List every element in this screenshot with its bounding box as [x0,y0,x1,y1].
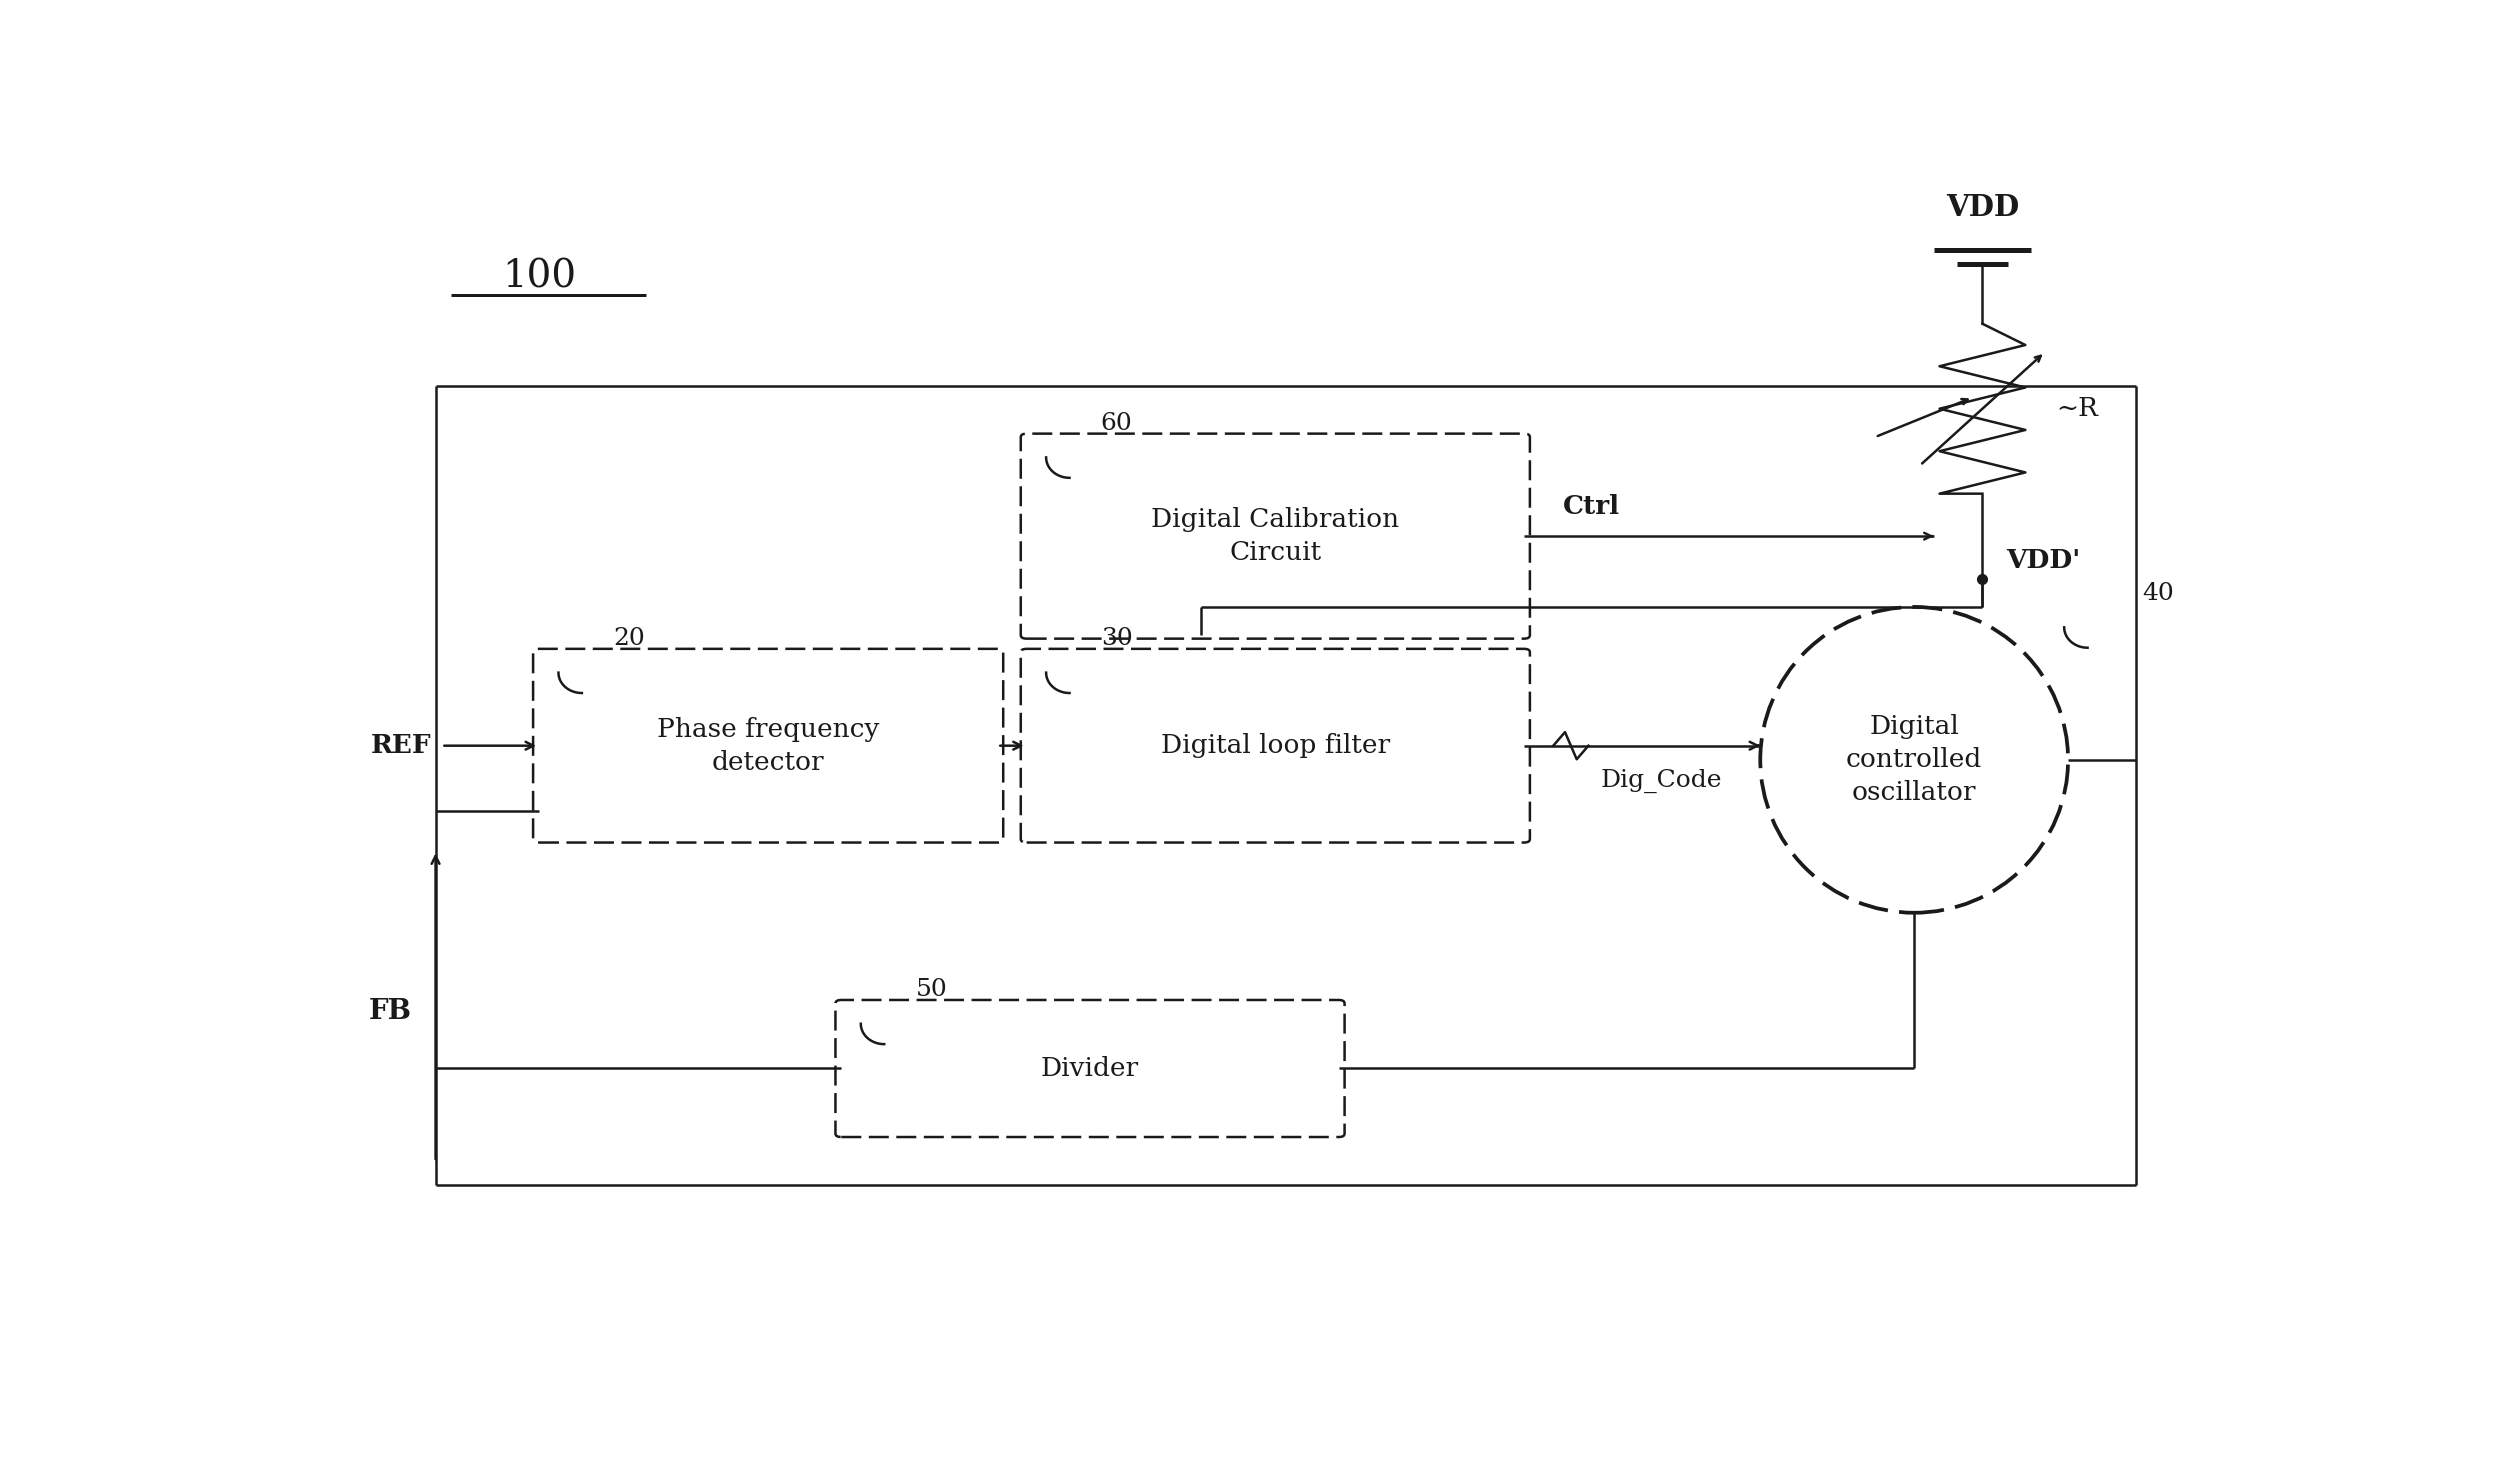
Text: Phase frequency
detector: Phase frequency detector [657,716,878,775]
FancyBboxPatch shape [1022,434,1530,638]
Text: 20: 20 [614,627,644,650]
Text: FB: FB [370,999,413,1025]
Text: 30: 30 [1100,627,1133,650]
Text: Dig_Code: Dig_Code [1601,768,1722,793]
FancyBboxPatch shape [534,649,1004,843]
Text: REF: REF [370,733,433,758]
Text: 100: 100 [501,259,576,296]
Text: ~R: ~R [2056,396,2099,421]
Ellipse shape [1759,608,2069,912]
Text: Digital
controlled
oscillator: Digital controlled oscillator [1845,715,1983,805]
FancyBboxPatch shape [1022,649,1530,843]
Text: 60: 60 [1100,412,1133,435]
Text: Digital loop filter: Digital loop filter [1160,733,1389,758]
Text: 50: 50 [916,978,946,1002]
Text: VDD: VDD [1946,193,2019,222]
Text: Divider: Divider [1042,1056,1140,1081]
Text: Digital Calibration
Circuit: Digital Calibration Circuit [1150,507,1399,565]
FancyBboxPatch shape [836,1000,1344,1137]
Text: VDD': VDD' [2006,549,2079,572]
Text: Ctrl: Ctrl [1563,494,1621,519]
Text: 40: 40 [2142,581,2175,605]
